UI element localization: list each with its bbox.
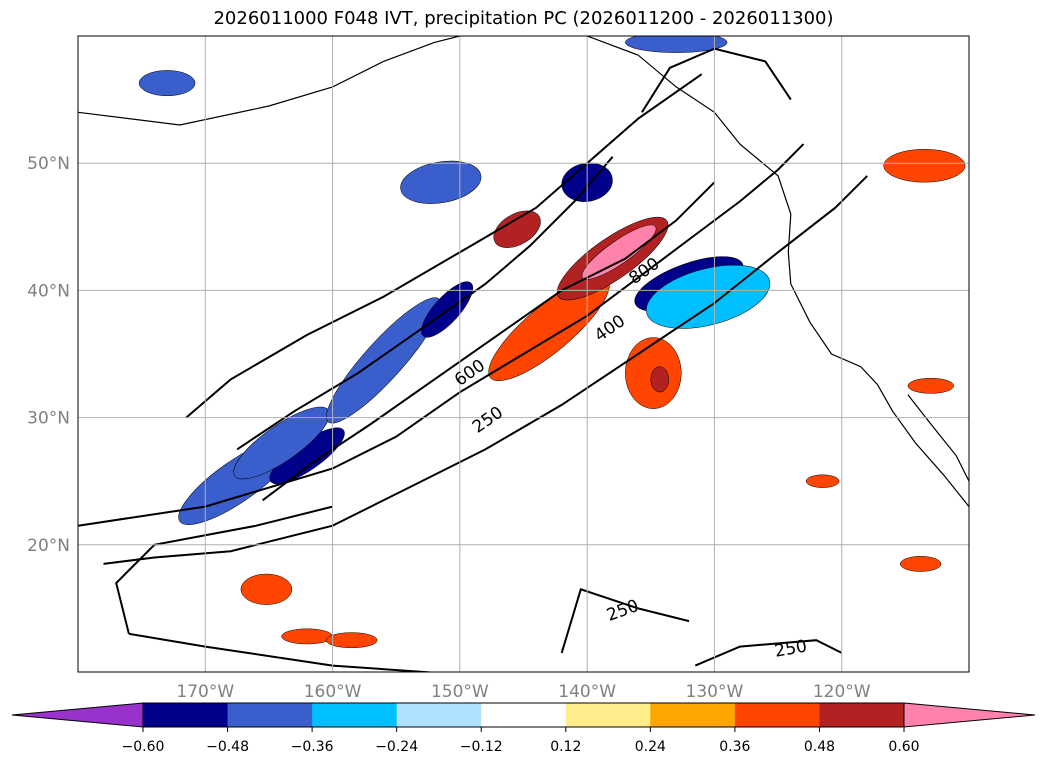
colorbar-tick-label-0: −0.60 [122, 739, 165, 755]
lon-tick-label-0: 170°W [176, 682, 234, 702]
lat-tick-label-0: 20°N [27, 536, 70, 556]
pc-region-16 [650, 366, 669, 393]
colorbar-tick-label-3: −0.24 [375, 739, 418, 755]
pc-region-17 [883, 148, 966, 183]
coastline-1 [586, 36, 969, 507]
colorbar-tick-label-4: −0.12 [460, 739, 503, 755]
colorbar-bin-5 [565, 703, 651, 727]
ivt-contour-7 [694, 639, 843, 667]
colorbar-bin-4 [481, 703, 567, 727]
lon-tick-label-1: 160°W [304, 682, 362, 702]
colorbar-bin-0 [143, 703, 229, 727]
ivt-contour-0 [78, 143, 805, 527]
pc-region-21 [805, 474, 840, 488]
pc-region-13 [581, 224, 657, 280]
ivt-contour-3 [641, 47, 792, 113]
ivt-contour-5 [128, 632, 439, 672]
pc-region-23 [899, 556, 942, 572]
colorbar-tick-label-2: −0.36 [291, 739, 334, 755]
pc-region-22 [907, 377, 954, 394]
pc-region-19 [281, 628, 333, 645]
ivt-contour-4 [115, 505, 333, 635]
lon-tick-label-4: 130°W [686, 682, 744, 702]
pc-region-14 [493, 210, 541, 248]
colorbar-bin-1 [227, 703, 313, 727]
lon-tick-label-5: 120°W [813, 682, 871, 702]
colorbar-extend-low [11, 702, 144, 728]
lat-tick-label-3: 50°N [27, 154, 70, 174]
lon-tick-label-2: 150°W [431, 682, 489, 702]
contour-label-3: 250 [469, 403, 507, 438]
colorbar-tick-label-9: 0.60 [888, 739, 919, 755]
chart-title: 2026011000 F048 IVT, precipitation PC (2… [213, 8, 834, 29]
pc-region-5 [400, 160, 482, 204]
pc-region-8 [645, 264, 771, 329]
colorbar-frame [142, 702, 905, 728]
pc-region-3 [326, 297, 441, 424]
coastline-0 [78, 36, 463, 126]
colorbar-bin-6 [650, 703, 736, 727]
colorbar-extend-high [903, 702, 1036, 728]
pc-region-18 [240, 573, 293, 605]
colorbar-tick-label-7: 0.36 [719, 739, 750, 755]
pc-region-20 [325, 632, 378, 649]
lat-tick-label-2: 40°N [27, 281, 70, 301]
colorbar-tick-label-8: 0.48 [804, 739, 835, 755]
colorbar-tick-label-1: −0.48 [206, 739, 249, 755]
colorbar-bin-3 [396, 703, 482, 727]
colorbar-tick-label-5: 0.12 [550, 739, 581, 755]
ivt-contour-2 [103, 175, 868, 565]
colorbar-bin-2 [312, 703, 398, 727]
coastline-group [78, 36, 969, 507]
colorbar-tick-label-6: 0.24 [635, 739, 666, 755]
contour-label-4: 250 [604, 596, 641, 626]
lon-tick-label-3: 140°W [558, 682, 616, 702]
ivt-contour-6 [560, 588, 690, 654]
ivt-contour-8 [236, 156, 614, 451]
colorbar-bin-8 [819, 703, 905, 727]
pc-region-10 [625, 36, 728, 53]
coastline-2 [907, 394, 969, 482]
contour-label-1: 400 [591, 311, 629, 346]
colorbar-bin-7 [734, 703, 820, 727]
pc-region-9 [138, 70, 196, 97]
lat-tick-label-1: 30°N [27, 409, 70, 429]
contour-label-5: 250 [773, 636, 808, 661]
plot-frame [77, 35, 970, 673]
